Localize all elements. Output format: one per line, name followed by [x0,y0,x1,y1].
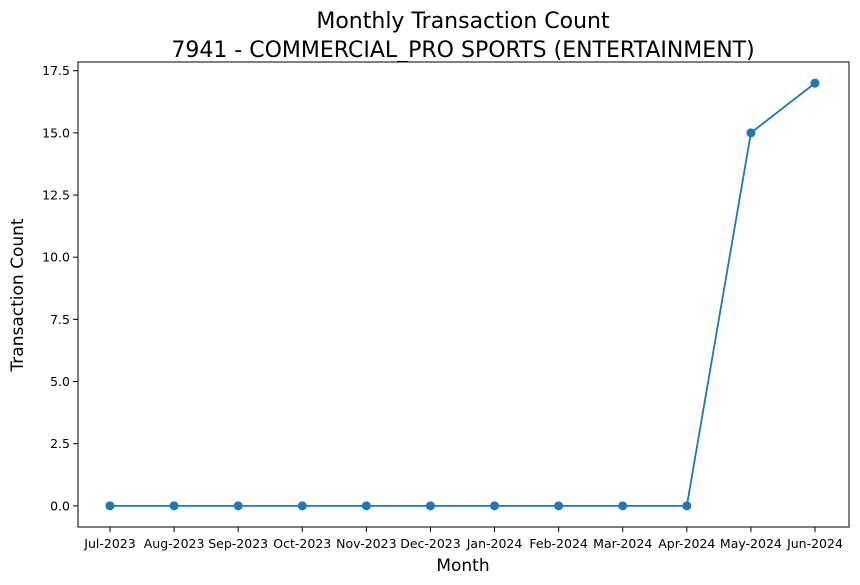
data-point [169,501,179,511]
chart-title: Monthly Transaction Count [316,9,610,34]
x-tick-label: Apr-2024 [658,536,715,551]
data-point [233,501,243,511]
x-tick-label: Nov-2023 [336,536,396,551]
y-tick-label: 15.0 [42,125,70,140]
y-tick-label: 5.0 [50,374,70,389]
y-axis-label: Transaction Count [8,218,28,372]
data-point [490,501,500,511]
y-tick-label: 2.5 [50,436,70,451]
series-line [110,82,816,507]
data-point [682,501,692,511]
x-tick-label: Aug-2023 [144,536,205,551]
series-layer [105,78,820,511]
data-point [746,128,756,138]
x-tick-label: Jan-2024 [466,536,523,551]
y-tick-label: 7.5 [50,312,70,327]
data-point [425,501,435,511]
data-point [810,78,820,88]
x-tick-label: Dec-2023 [400,536,461,551]
chart-subtitle: 7941 - COMMERCIAL_PRO SPORTS (ENTERTAINM… [171,38,754,63]
y-tick-label: 0.0 [50,498,70,513]
plot-frame [77,61,850,528]
x-tick-label: Oct-2023 [273,536,331,551]
y-tick-label: 12.5 [42,188,70,203]
x-tick-label: May-2024 [720,536,782,551]
x-tick-label: Feb-2024 [529,536,588,551]
data-point [297,501,307,511]
x-axis: Jul-2023 Aug-2023 Sep-2023 Oct-2023 Nov-2023… [83,527,843,551]
x-tick-label: Jul-2023 [83,536,135,551]
x-tick-label: Jun-2024 [786,536,843,551]
y-tick-label: 10.0 [42,250,70,265]
data-point [554,501,564,511]
x-tick-label: Mar-2024 [593,536,652,551]
y-tick-label: 17.5 [42,63,70,78]
data-point [105,501,115,511]
data-point [618,501,628,511]
x-axis-label: Month [436,556,489,576]
y-axis: 0.0 2.5 5.0 7.5 10.0 12.5 15.0 17.5 [42,63,78,513]
x-tick-label: Sep-2023 [208,536,268,551]
data-point [361,501,371,511]
